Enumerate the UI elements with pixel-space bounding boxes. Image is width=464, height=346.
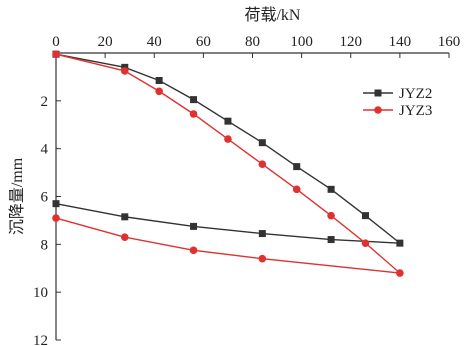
x-tick-label: 80 xyxy=(245,34,260,50)
data-point xyxy=(258,254,267,263)
series-layer xyxy=(52,50,404,277)
data-point xyxy=(224,135,232,143)
x-tick-label: 140 xyxy=(389,34,412,50)
legend-label: JYZ2 xyxy=(399,86,432,102)
data-point xyxy=(292,185,301,194)
data-point xyxy=(190,96,198,104)
legend-item-jyz3: JYZ3 xyxy=(363,103,432,119)
data-point xyxy=(327,211,335,220)
data-point xyxy=(396,269,404,277)
x-tick-label: 40 xyxy=(147,34,162,50)
data-point xyxy=(52,200,60,208)
y-tick-label: 10 xyxy=(33,285,48,301)
data-point xyxy=(52,50,60,58)
data-point xyxy=(189,246,198,255)
legend-label: JYZ3 xyxy=(399,103,432,119)
data-point xyxy=(258,160,267,169)
series-line xyxy=(55,53,403,244)
x-axis-title: 荷载/kN xyxy=(244,6,300,24)
data-point xyxy=(52,214,60,222)
data-point xyxy=(361,239,370,247)
y-tick-label: 8 xyxy=(41,237,49,253)
data-point xyxy=(327,236,335,244)
y-tick-label: 6 xyxy=(41,190,49,206)
x-axis-ticks: 0 20 40 60 80 100 120 140 160 xyxy=(52,34,460,58)
data-point xyxy=(293,163,301,171)
y-axis-ticks: 2 4 6 8 10 12 xyxy=(33,94,61,346)
data-point xyxy=(190,222,198,230)
data-point xyxy=(224,117,232,125)
data-point xyxy=(258,230,266,238)
data-point xyxy=(258,139,266,147)
y-tick-label: 2 xyxy=(41,94,49,110)
data-point xyxy=(155,87,163,96)
series-jyz3 xyxy=(52,50,404,277)
data-point xyxy=(155,77,163,85)
legend-marker xyxy=(374,89,382,97)
x-tick-label: 0 xyxy=(52,34,60,50)
x-tick-label: 160 xyxy=(438,34,461,50)
x-tick-label: 120 xyxy=(340,34,363,50)
series-jyz2 xyxy=(52,50,404,247)
data-point xyxy=(327,185,335,193)
series-line xyxy=(55,53,403,274)
x-tick-label: 100 xyxy=(290,34,313,50)
y-axis-title: 沉降量/mm xyxy=(8,157,26,235)
plot-frame xyxy=(55,52,449,340)
data-point xyxy=(120,233,129,241)
data-point xyxy=(121,213,129,221)
x-tick-label: 20 xyxy=(98,34,113,50)
data-point xyxy=(361,212,369,220)
data-point xyxy=(120,67,129,75)
data-point xyxy=(189,110,198,118)
legend-marker xyxy=(374,106,382,114)
y-tick-label: 12 xyxy=(33,333,48,346)
y-tick-label: 4 xyxy=(41,142,49,158)
x-tick-label: 60 xyxy=(196,34,211,50)
data-point xyxy=(396,239,404,247)
legend-item-jyz2: JYZ2 xyxy=(363,86,432,102)
